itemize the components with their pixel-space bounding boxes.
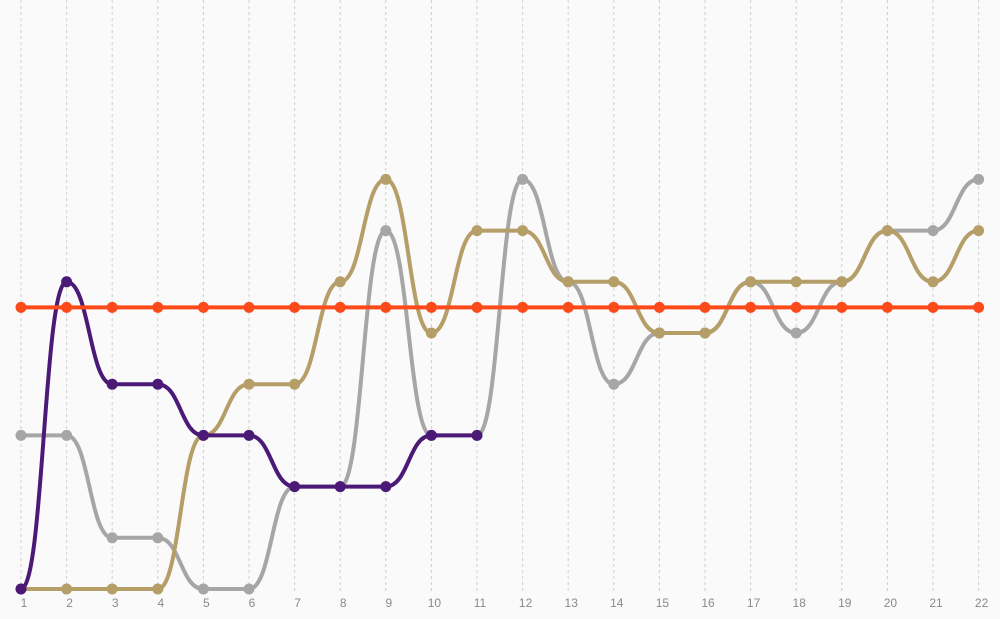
x-tick-label: 11	[474, 596, 487, 610]
data-point	[836, 301, 848, 313]
data-point	[608, 301, 620, 313]
data-point	[471, 225, 483, 237]
data-point	[881, 301, 893, 313]
data-point	[106, 301, 118, 313]
data-point	[745, 301, 757, 313]
data-point	[380, 173, 392, 185]
data-point	[289, 378, 301, 390]
data-point	[289, 481, 301, 493]
data-point	[289, 301, 301, 313]
data-point	[106, 583, 118, 595]
data-point	[471, 301, 483, 313]
data-point	[243, 301, 255, 313]
data-point	[608, 276, 620, 288]
grid-layer	[20, 0, 980, 592]
data-point	[380, 225, 392, 237]
data-point	[425, 327, 437, 339]
series-line-2	[19, 177, 981, 591]
data-point	[927, 276, 939, 288]
data-point	[836, 276, 848, 288]
data-point	[15, 301, 27, 313]
x-axis-ticks: 1 2 3 4 5 6 7 8 9 10 11 12 13 14 15 16 17 18 19 20 21 22	[21, 596, 989, 610]
data-point	[562, 276, 574, 288]
x-tick-label: 6	[249, 596, 256, 610]
data-point	[517, 173, 529, 185]
data-point	[745, 276, 757, 288]
x-tick-label: 5	[203, 596, 210, 610]
data-point	[973, 173, 985, 185]
data-point	[425, 429, 437, 441]
data-point	[471, 429, 483, 441]
x-tick-label: 12	[519, 596, 533, 610]
data-point	[15, 429, 27, 441]
x-tick-label: 16	[701, 596, 715, 610]
data-point	[881, 225, 893, 237]
data-point	[197, 301, 209, 313]
x-tick-label: 10	[428, 596, 442, 610]
x-tick-label: 4	[157, 596, 164, 610]
data-point	[197, 429, 209, 441]
data-point	[653, 301, 665, 313]
data-point	[152, 532, 164, 544]
data-point	[152, 378, 164, 390]
data-point	[152, 301, 164, 313]
series-4	[15, 301, 985, 313]
x-tick-label: 2	[66, 596, 73, 610]
data-point	[243, 583, 255, 595]
x-tick-label: 17	[747, 596, 761, 610]
data-point	[699, 327, 711, 339]
series-3	[15, 276, 483, 595]
data-point	[653, 327, 665, 339]
data-point	[152, 583, 164, 595]
x-tick-label: 18	[793, 596, 807, 610]
data-point	[699, 301, 711, 313]
data-point	[517, 225, 529, 237]
data-point	[973, 225, 985, 237]
data-point	[517, 301, 529, 313]
x-tick-label: 8	[340, 596, 347, 610]
x-tick-label: 7	[294, 596, 301, 610]
data-point	[106, 378, 118, 390]
x-tick-label: 20	[884, 596, 898, 610]
x-tick-label: 9	[385, 596, 392, 610]
x-tick-label: 14	[610, 596, 624, 610]
data-point	[15, 583, 27, 595]
series-layer	[15, 173, 985, 595]
data-point	[243, 378, 255, 390]
data-point	[61, 429, 73, 441]
data-point	[61, 301, 73, 313]
x-tick-label: 22	[975, 596, 989, 610]
data-point	[380, 481, 392, 493]
data-point	[334, 481, 346, 493]
x-tick-label: 15	[656, 596, 670, 610]
x-tick-label: 19	[838, 596, 852, 610]
data-point	[61, 583, 73, 595]
x-tick-label: 1	[21, 596, 28, 610]
data-point	[790, 276, 802, 288]
data-point	[790, 301, 802, 313]
data-point	[562, 301, 574, 313]
data-point	[380, 301, 392, 313]
x-tick-label: 21	[929, 596, 943, 610]
data-point	[106, 532, 118, 544]
data-point	[608, 378, 620, 390]
data-point	[334, 276, 346, 288]
data-point	[927, 225, 939, 237]
data-point	[790, 327, 802, 339]
series-2	[15, 173, 985, 595]
data-point	[973, 301, 985, 313]
data-point	[425, 301, 437, 313]
data-point	[197, 583, 209, 595]
data-point	[61, 276, 73, 288]
data-point	[243, 429, 255, 441]
data-point	[927, 301, 939, 313]
data-point	[334, 301, 346, 313]
x-tick-label: 3	[112, 596, 119, 610]
x-tick-label: 13	[565, 596, 579, 610]
